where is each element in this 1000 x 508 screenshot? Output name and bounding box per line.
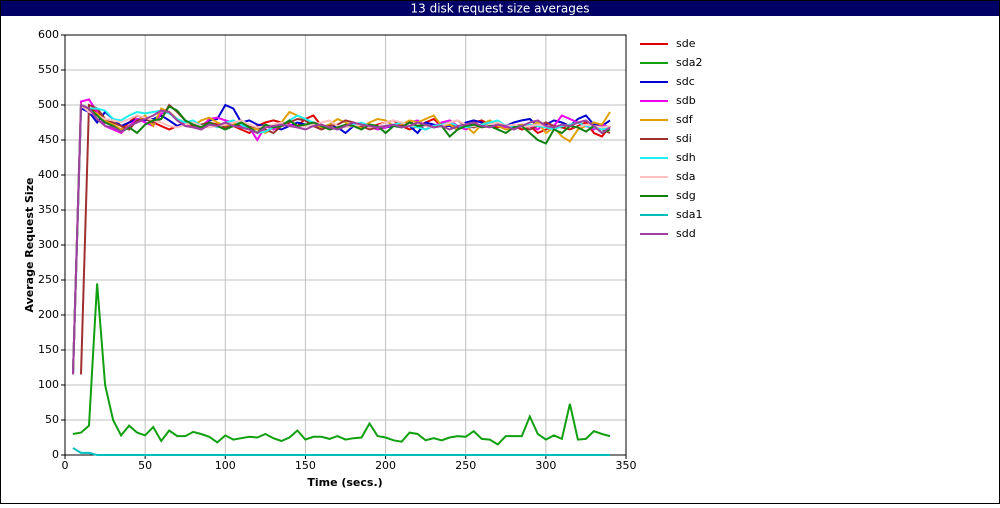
- x-axis-title: Time (secs.): [307, 476, 382, 489]
- series-line: [72, 283, 611, 446]
- y-tick-label: 500: [38, 98, 59, 111]
- x-tick-label: 150: [295, 459, 316, 472]
- x-tick-label: 200: [375, 459, 396, 472]
- legend-label: sda2: [676, 56, 702, 69]
- y-tick-label: 250: [38, 273, 59, 286]
- y-tick-label: 50: [45, 413, 59, 426]
- x-tick-label: 350: [616, 459, 637, 472]
- legend-label: sdb: [676, 94, 696, 107]
- series-line: [72, 103, 611, 375]
- legend-label: sdg: [676, 189, 696, 202]
- title-bar: [1, 1, 999, 16]
- y-tick-label: 150: [38, 343, 59, 356]
- legend-label: sdf: [676, 113, 694, 126]
- legend-label: sdh: [676, 151, 696, 164]
- y-tick-label: 450: [38, 133, 59, 146]
- y-tick-label: 350: [38, 203, 59, 216]
- x-tick-label: 0: [62, 459, 69, 472]
- series-line: [72, 103, 611, 375]
- y-tick-label: 400: [38, 168, 59, 181]
- legend-label: sdi: [676, 132, 692, 145]
- legend-label: sdd: [676, 227, 696, 240]
- legend-label: sdc: [676, 75, 695, 88]
- y-tick-label: 600: [38, 28, 59, 41]
- legend-label: sde: [676, 37, 696, 50]
- legend-label: sda: [676, 170, 695, 183]
- x-tick-label: 250: [455, 459, 476, 472]
- legend-label: sda1: [676, 208, 702, 221]
- y-tick-label: 300: [38, 238, 59, 251]
- y-axis-title: Average Request Size: [23, 177, 36, 312]
- y-tick-label: 0: [52, 448, 59, 461]
- x-tick-label: 100: [215, 459, 236, 472]
- series-line: [72, 447, 610, 456]
- x-tick-label: 300: [535, 459, 556, 472]
- y-tick-label: 200: [38, 308, 59, 321]
- x-tick-label: 50: [138, 459, 152, 472]
- y-tick-label: 100: [38, 378, 59, 391]
- chart-title: 13 disk request size averages: [411, 2, 590, 16]
- y-tick-label: 550: [38, 63, 59, 76]
